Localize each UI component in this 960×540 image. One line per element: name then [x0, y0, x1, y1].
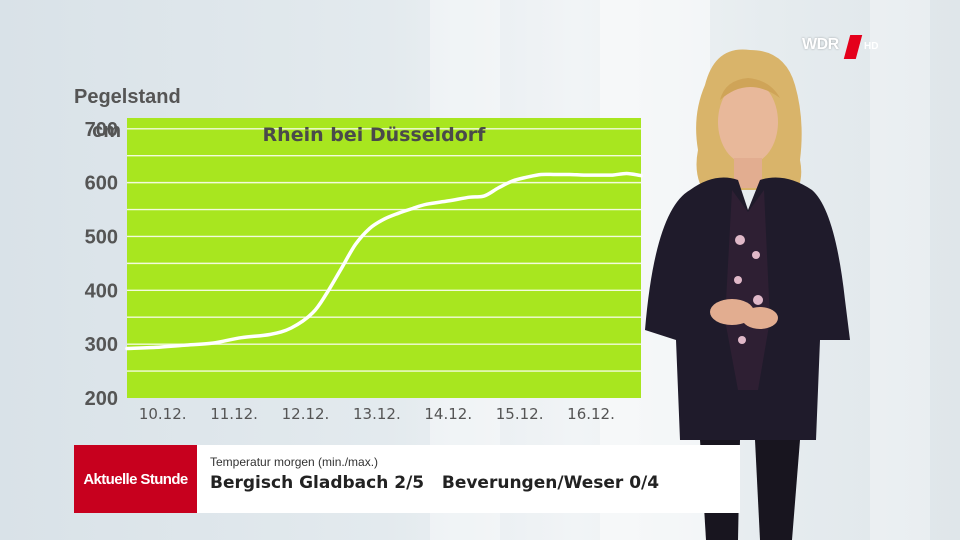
y-tick-label: 500	[85, 226, 118, 248]
x-tick-label: 13.12.	[353, 405, 401, 423]
studio-backdrop-panel	[870, 0, 930, 540]
y-tick-label: 700	[85, 119, 118, 141]
y-axis-unit: cm	[92, 120, 121, 142]
y-tick-label: 200	[85, 388, 118, 410]
show-brand-label: Aktuelle Stunde	[83, 470, 188, 488]
y-tick-label: 400	[85, 280, 118, 302]
show-brand-box: Aktuelle Stunde	[74, 445, 197, 513]
gridlines	[127, 128, 641, 372]
y-axis-ticks: 200 300 400 500 600 700	[85, 119, 118, 410]
plot-area	[127, 118, 641, 398]
x-axis-ticks: 10.12. 11.12. 12.12. 13.12. 14.12. 15.12. 16.1…	[139, 405, 615, 423]
y-tick-label: 300	[85, 334, 118, 356]
logo-text: WDR	[802, 36, 839, 53]
chart-axis-title: Pegelstand	[74, 86, 181, 108]
lower-third-subtitle: Temperatur morgen (min./max.)	[210, 455, 379, 469]
y-tick-label: 600	[85, 173, 118, 195]
x-tick-label: 11.12.	[210, 405, 258, 423]
x-tick-label: 16.12.	[567, 405, 615, 423]
logo-hd-badge: HD	[864, 41, 879, 52]
x-tick-label: 12.12.	[282, 405, 330, 423]
series-line	[125, 171, 643, 351]
lower-third-main-text: Bergisch Gladbach 2/5 Beverungen/Weser 0…	[210, 473, 660, 493]
chart-title: Rhein bei Düsseldorf	[263, 124, 487, 146]
lower-third-banner: Aktuelle Stunde Temperatur morgen (min./…	[74, 445, 740, 513]
x-tick-label: 15.12.	[496, 405, 544, 423]
x-tick-label: 14.12.	[424, 405, 472, 423]
x-tick-label: 10.12.	[139, 405, 187, 423]
